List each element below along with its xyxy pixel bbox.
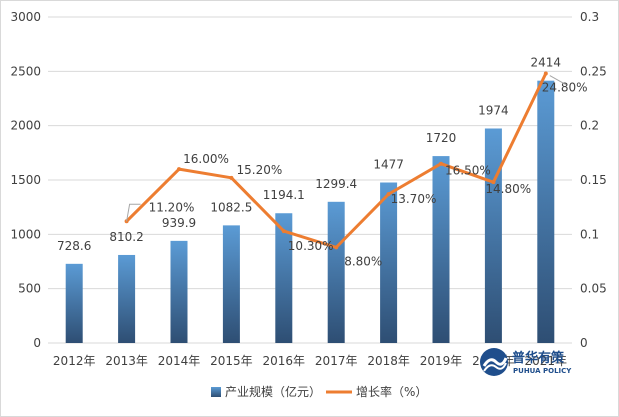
line-data-label: 24.80% xyxy=(542,81,588,95)
bar-data-label: 1299.4 xyxy=(315,177,357,191)
bar xyxy=(275,213,293,343)
line-point xyxy=(491,180,496,185)
y-right-tick-label: 0.05 xyxy=(580,282,607,296)
line-data-label: 16.00% xyxy=(183,152,229,166)
line-point xyxy=(177,167,181,172)
x-tick-label: 2019年 xyxy=(420,354,463,368)
x-tick-label: 2013年 xyxy=(105,354,148,368)
bar xyxy=(222,225,240,343)
y-left-tick-label: 0 xyxy=(33,336,41,350)
y-right-tick-label: 0 xyxy=(580,336,588,350)
x-tick-label: 2018年 xyxy=(367,354,410,368)
x-tick-label: 2015年 xyxy=(210,354,253,368)
y-right-tick-label: 0.2 xyxy=(580,119,599,133)
gridlines xyxy=(48,16,572,344)
y-right-tick-label: 0.1 xyxy=(580,227,599,241)
bar xyxy=(327,201,345,343)
bar xyxy=(118,254,136,343)
y-right-tick-label: 0.25 xyxy=(580,64,607,78)
line-point xyxy=(281,229,286,234)
y-left-tick-label: 2000 xyxy=(10,119,41,133)
line-point xyxy=(229,175,234,180)
bar-data-label: 810.2 xyxy=(109,230,143,244)
y-right-tick-label: 0.3 xyxy=(580,10,599,24)
data-labels: 728.6 810.2 939.9 1082.5 1194.1 1299.4 1477 172… xyxy=(57,56,588,269)
line-data-label: 16.50% xyxy=(445,164,491,178)
label-leader-line xyxy=(126,203,141,222)
bar-data-label: 1720 xyxy=(426,131,457,145)
line-data-label: 15.20% xyxy=(237,163,283,177)
line-point xyxy=(334,245,339,250)
line-series xyxy=(124,71,548,250)
bar xyxy=(432,156,450,343)
y-left-tick-label: 1500 xyxy=(10,173,41,187)
bar-data-label: 2414 xyxy=(531,56,562,70)
legend-bar-label: 产业规模（亿元） xyxy=(225,384,321,399)
y-left-tick-label: 500 xyxy=(18,282,41,296)
y-left-tick-label: 2500 xyxy=(10,64,41,78)
x-tick-label: 2014年 xyxy=(158,354,201,368)
legend-bar-swatch xyxy=(211,387,221,397)
legend-line-label: 增长率（%） xyxy=(356,384,427,399)
line-point xyxy=(386,192,391,197)
x-tick-label: 2016年 xyxy=(263,354,306,368)
line-point xyxy=(439,161,443,166)
legend: 产业规模（亿元） 增长率（%） xyxy=(211,384,427,399)
bar-series xyxy=(65,80,555,344)
bar-data-label: 728.6 xyxy=(57,239,91,253)
y-left-tick-label: 1000 xyxy=(10,227,41,241)
x-tick-label: 2021年 xyxy=(525,354,568,368)
line-data-label: 10.30% xyxy=(288,239,334,253)
bar xyxy=(380,182,398,343)
x-tick-label: 2012年 xyxy=(53,354,96,368)
bar-data-label: 1974 xyxy=(478,103,509,117)
bar xyxy=(170,240,188,343)
watermark-logo: 普华有策 PUHUA POLICY xyxy=(480,348,572,376)
line-data-label: 11.20% xyxy=(149,200,195,214)
line-data-label: 13.70% xyxy=(391,192,437,206)
label-leader-line xyxy=(549,75,567,85)
bar-data-label: 1477 xyxy=(373,157,404,171)
line-data-label: 8.80% xyxy=(344,254,382,268)
y-right-tick-label: 0.15 xyxy=(580,173,607,187)
bar-data-label: 1082.5 xyxy=(210,200,252,214)
line-data-label: 14.80% xyxy=(485,182,531,196)
line-point xyxy=(543,71,548,76)
axis-labels: 0 0 500 0.05 1000 0.1 1500 0.15 2000 0.2 2500 0.25 3… xyxy=(10,10,606,368)
logo-name: 普华有策 xyxy=(512,350,565,366)
bar xyxy=(484,128,502,343)
x-tick-label: 2017年 xyxy=(315,354,358,368)
y-left-tick-label: 3000 xyxy=(10,10,41,24)
bar-data-label: 1194.1 xyxy=(263,188,305,202)
bar xyxy=(537,80,555,344)
bar xyxy=(65,263,83,343)
logo-subtitle: PUHUA POLICY xyxy=(513,367,572,375)
bar-data-label: 939.9 xyxy=(162,216,196,230)
